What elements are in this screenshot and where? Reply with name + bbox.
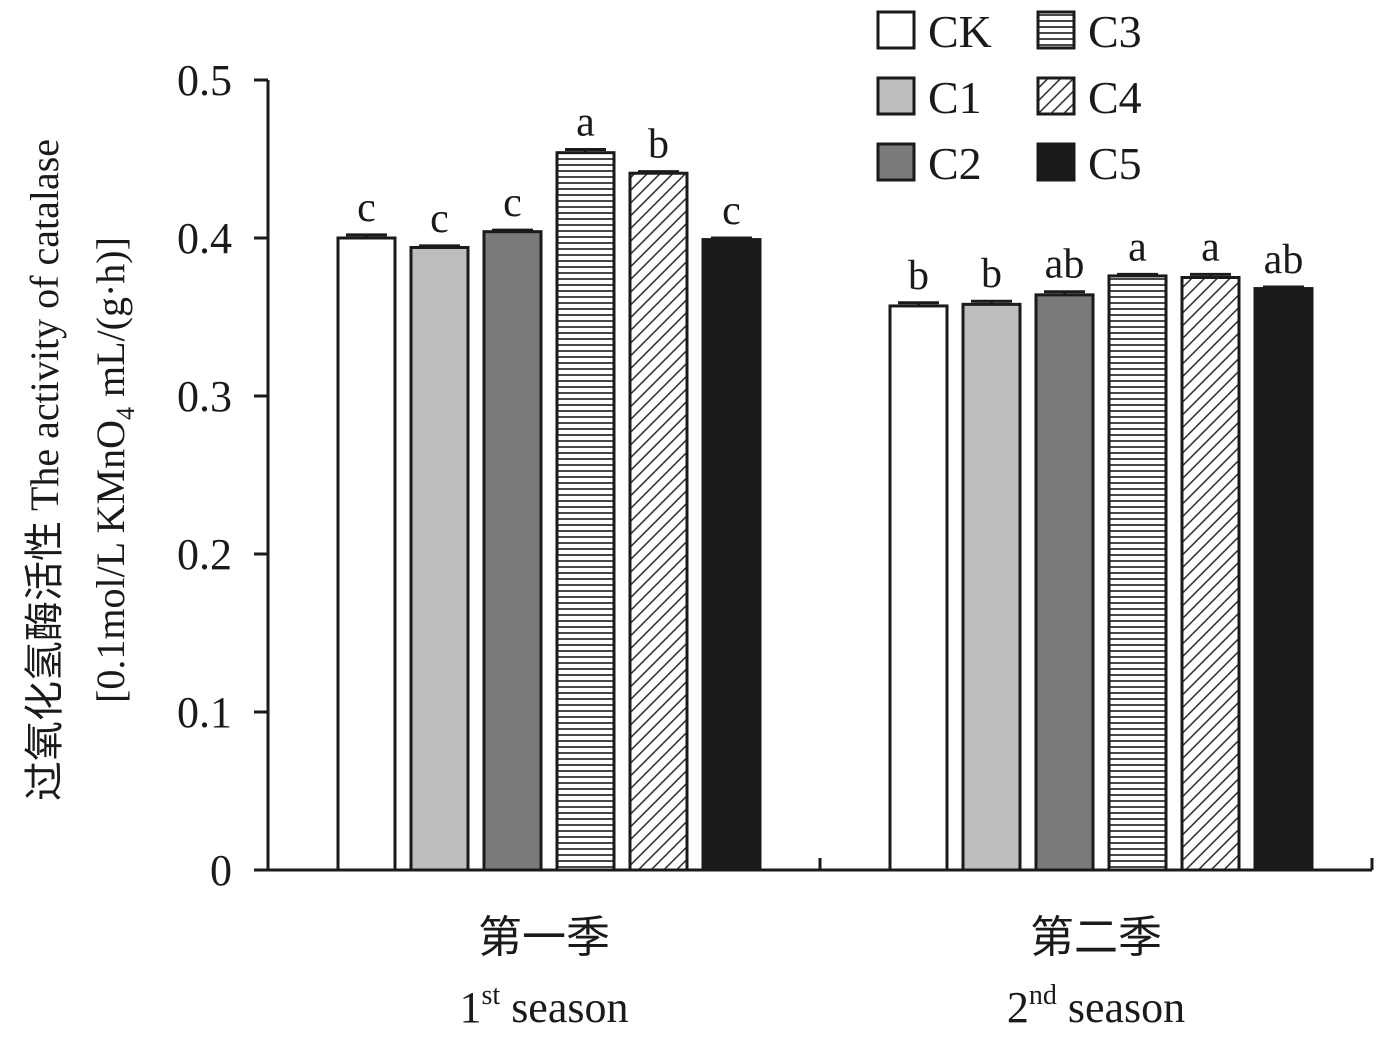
y-axis-title-unit-post: mL/(g·h)] xyxy=(88,237,133,407)
y-tick-label: 0.5 xyxy=(177,56,232,105)
bar-c1 xyxy=(961,302,1022,872)
legend-label-c3: C3 xyxy=(1088,6,1142,57)
bar-c2 xyxy=(482,230,543,872)
y-axis-title-line2: [0.1mol/L KMnO4 mL/(g·h)] xyxy=(88,237,140,703)
bar-ck xyxy=(888,304,949,872)
significance-label: b xyxy=(648,122,669,168)
legend-swatch-ck xyxy=(876,10,916,50)
x-category-label-en: 2nd season xyxy=(1007,980,1185,1032)
legend-label-c5: C5 xyxy=(1088,138,1142,189)
y-tick-label: 0.3 xyxy=(177,372,232,421)
x-category-label-cn: 第二季 xyxy=(1030,913,1162,962)
y-axis-title-line1: 过氧化氢酶活性 The activity of catalase xyxy=(22,139,67,801)
significance-label: b xyxy=(908,253,929,299)
legend-swatch-c3 xyxy=(1036,10,1076,50)
bar-c4 xyxy=(1180,276,1241,872)
significance-label: c xyxy=(722,188,741,234)
significance-label: ab xyxy=(1045,242,1085,288)
legend-swatch-c2 xyxy=(876,142,916,182)
significance-label: c xyxy=(430,196,449,242)
y-axis-title: 过氧化氢酶活性 The activity of catalase [0.1mol… xyxy=(22,139,140,801)
bar-c3 xyxy=(555,151,616,872)
bar-c3 xyxy=(1107,274,1168,872)
significance-label: b xyxy=(981,251,1002,297)
x-category-label-cn: 第一季 xyxy=(478,913,610,962)
y-axis-title-unit-pre: [0.1mol/L KMnO xyxy=(88,420,133,703)
legend-swatch-c1 xyxy=(876,76,916,116)
significance-label: a xyxy=(1201,224,1220,270)
legend-label-c4: C4 xyxy=(1088,72,1142,123)
legend-label-c2: C2 xyxy=(928,138,982,189)
bar-ck xyxy=(336,236,397,872)
legend-label-ck: CK xyxy=(928,6,992,57)
y-axis-title-unit-sub: 4 xyxy=(111,407,140,420)
significance-label: a xyxy=(1128,224,1147,270)
legend-swatch-c5 xyxy=(1036,142,1076,182)
significance-label: ab xyxy=(1264,237,1304,283)
y-tick-label: 0.2 xyxy=(177,530,232,579)
bar-c5 xyxy=(701,238,762,872)
x-category-label-en: 1st season xyxy=(460,980,629,1032)
y-tick-label: 0.1 xyxy=(177,688,232,737)
legend-label-c1: C1 xyxy=(928,72,982,123)
x-category-label-num: 1 xyxy=(460,983,482,1032)
significance-label: c xyxy=(503,180,522,226)
x-category-label-num: 2 xyxy=(1007,983,1029,1032)
bar-c4 xyxy=(628,171,689,872)
legend: CK C1 C2 C3 C4 C5 xyxy=(876,6,1142,189)
x-category-label-season: season xyxy=(1057,983,1185,1032)
significance-label: c xyxy=(357,185,376,231)
y-tick-label: 0 xyxy=(210,846,232,895)
y-tick-label: 0.4 xyxy=(177,214,232,263)
legend-swatch-c4 xyxy=(1036,76,1076,116)
x-category-label-season: season xyxy=(500,983,628,1032)
significance-label: a xyxy=(576,100,595,146)
bar-c2 xyxy=(1034,293,1095,872)
bar-c5 xyxy=(1253,287,1314,872)
x-category-label-sup: nd xyxy=(1029,980,1057,1011)
x-category-label-sup: st xyxy=(482,980,501,1011)
bar-c1 xyxy=(409,245,470,872)
